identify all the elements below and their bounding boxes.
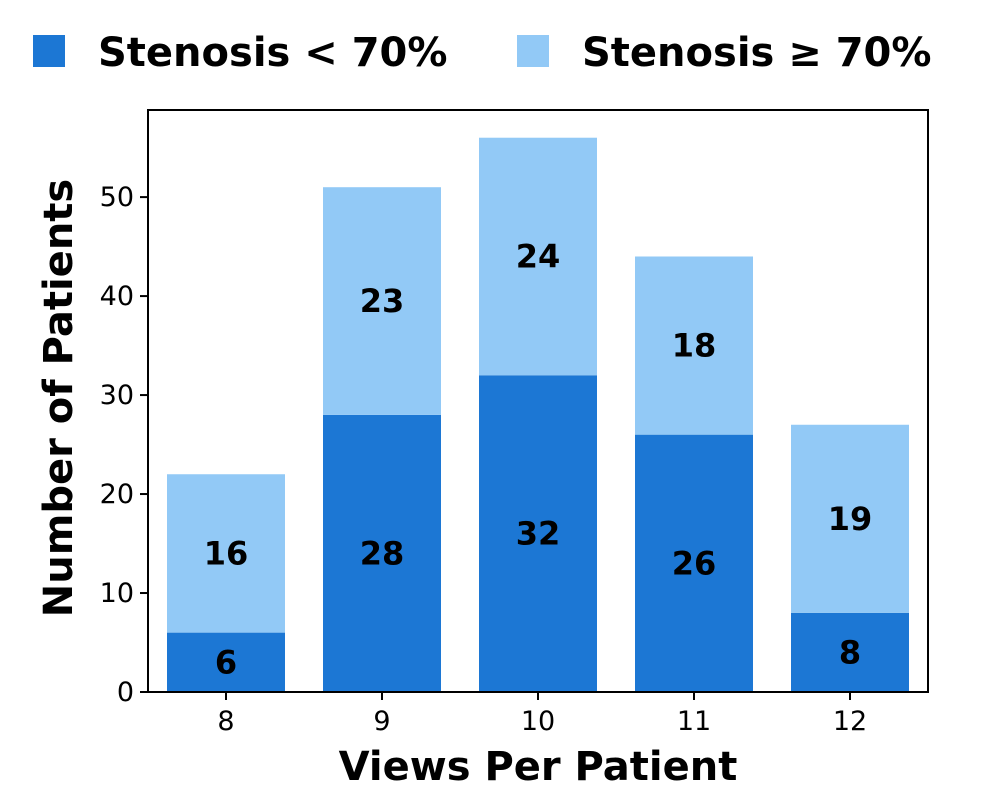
- legend-swatch-lt70: [33, 35, 65, 67]
- y-tick-label: 20: [100, 479, 134, 510]
- legend-swatch-ge70: [517, 35, 549, 67]
- x-tick-label: 8: [217, 706, 234, 737]
- bar-ge70-8: [167, 474, 285, 633]
- legend-label-ge70: Stenosis ≥ 70%: [582, 30, 931, 76]
- bar-lt70-10: [479, 375, 597, 692]
- y-tick-label: 50: [100, 182, 134, 213]
- y-axis: 0 10 20 30 40 50: [100, 182, 148, 708]
- data-label-lt70-8: 6: [215, 643, 237, 681]
- data-label-ge70-12: 19: [828, 500, 873, 538]
- plot-frame: [147, 109, 929, 693]
- data-label-ge70-9: 23: [360, 282, 405, 320]
- bars: [167, 137, 909, 692]
- data-label-ge70-8: 16: [204, 534, 249, 572]
- y-tick-label: 10: [100, 578, 134, 609]
- y-axis-title: Number of Patients: [36, 179, 82, 617]
- data-label-ge70-10: 24: [516, 237, 561, 275]
- data-label-lt70-10: 32: [516, 515, 561, 553]
- bar-lt70-9: [323, 414, 441, 692]
- bar-labels: 6 16 28 23 32 24 26 18 8 19: [204, 237, 873, 681]
- x-tick-label: 12: [833, 706, 867, 737]
- bar-lt70-11: [635, 434, 753, 692]
- legend: Stenosis < 70% Stenosis ≥ 70%: [33, 30, 931, 76]
- x-tick-label: 11: [677, 706, 711, 737]
- y-tick-label: 40: [100, 281, 134, 312]
- y-tick-label: 30: [100, 380, 134, 411]
- x-tick-label: 9: [373, 706, 390, 737]
- bar-ge70-12: [791, 424, 909, 613]
- y-tick-label: 0: [117, 677, 134, 708]
- x-tick-label: 10: [521, 706, 555, 737]
- legend-label-lt70: Stenosis < 70%: [98, 30, 447, 76]
- data-label-lt70-11: 26: [672, 544, 717, 582]
- x-axis-title: Views Per Patient: [339, 744, 738, 790]
- bar-lt70-12: [791, 612, 909, 692]
- data-label-lt70-9: 28: [360, 534, 405, 572]
- bar-ge70-9: [323, 187, 441, 415]
- x-axis: 8 9 10 11 12: [217, 692, 867, 737]
- bar-lt70-8: [167, 632, 285, 692]
- data-label-lt70-12: 8: [839, 633, 861, 671]
- bar-ge70-11: [635, 256, 753, 435]
- bar-ge70-10: [479, 137, 597, 376]
- data-label-ge70-11: 18: [672, 327, 717, 365]
